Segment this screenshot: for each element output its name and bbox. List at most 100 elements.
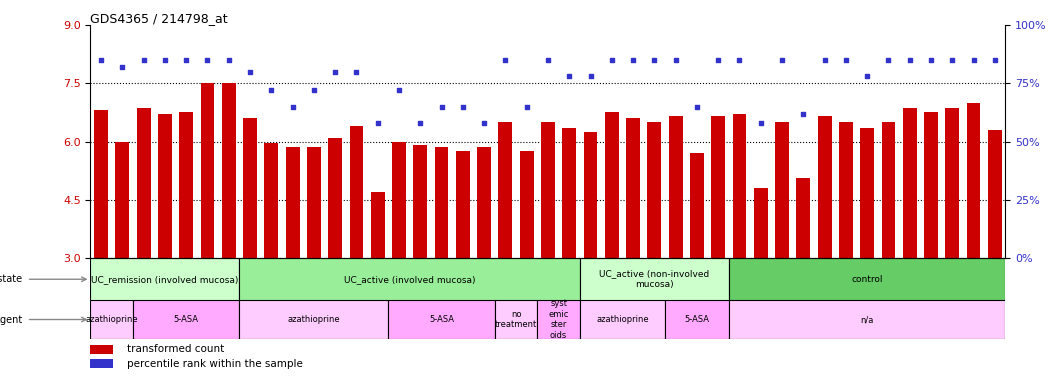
Text: UC_active (involved mucosa): UC_active (involved mucosa) <box>344 275 476 284</box>
Point <box>795 111 812 117</box>
Bar <box>729 300 1005 339</box>
Bar <box>495 300 537 339</box>
Bar <box>580 300 665 339</box>
Bar <box>966 103 980 258</box>
Point <box>199 57 216 63</box>
Bar <box>860 128 874 258</box>
Bar <box>669 116 683 258</box>
Point <box>220 57 237 63</box>
Point <box>667 57 684 63</box>
Bar <box>857 258 878 300</box>
Bar <box>984 258 1005 300</box>
Bar <box>239 258 261 300</box>
Bar <box>159 114 172 258</box>
Bar <box>154 258 176 300</box>
Point <box>305 87 322 93</box>
Bar <box>455 151 469 258</box>
Bar <box>197 258 218 300</box>
Bar <box>116 142 130 258</box>
Point <box>135 57 152 63</box>
Point <box>710 57 727 63</box>
Bar <box>306 147 321 258</box>
Bar <box>239 300 388 339</box>
Point <box>433 103 450 109</box>
Point <box>561 73 578 79</box>
Text: syst
emic
ster
oids: syst emic ster oids <box>548 300 569 339</box>
Point <box>774 57 791 63</box>
Text: azathioprine: azathioprine <box>85 315 138 324</box>
Bar <box>349 126 363 258</box>
Bar <box>477 147 491 258</box>
Bar <box>388 258 410 300</box>
Bar <box>413 146 428 258</box>
Bar <box>243 118 257 258</box>
Bar <box>325 258 346 300</box>
Point <box>837 57 854 63</box>
Point <box>156 57 173 63</box>
Bar <box>261 258 282 300</box>
Point <box>369 120 386 126</box>
Bar <box>835 258 857 300</box>
Point <box>348 68 365 74</box>
Bar <box>644 258 665 300</box>
Point <box>497 57 514 63</box>
Bar <box>90 258 239 300</box>
Point <box>688 103 705 109</box>
Bar <box>580 258 601 300</box>
Text: agent: agent <box>0 314 22 324</box>
Point <box>476 120 493 126</box>
Point <box>242 68 259 74</box>
Bar <box>796 179 810 258</box>
Bar <box>282 258 303 300</box>
Bar <box>218 258 239 300</box>
Bar <box>90 258 112 300</box>
Bar <box>814 258 835 300</box>
Point <box>263 87 280 93</box>
Point <box>518 103 535 109</box>
Bar <box>388 300 495 339</box>
Bar <box>452 258 473 300</box>
Bar <box>817 116 831 258</box>
Point <box>880 57 897 63</box>
Bar <box>945 109 959 258</box>
Bar <box>838 122 852 258</box>
Bar <box>434 147 449 258</box>
Point <box>944 57 961 63</box>
Bar <box>516 258 537 300</box>
Bar <box>367 258 388 300</box>
Bar <box>136 109 151 258</box>
Bar <box>176 258 197 300</box>
Text: azathioprine: azathioprine <box>287 315 340 324</box>
Bar <box>537 300 580 339</box>
Bar <box>775 122 788 258</box>
Point <box>752 120 769 126</box>
Bar <box>963 258 984 300</box>
Bar <box>902 109 916 258</box>
Bar <box>346 258 367 300</box>
Bar <box>601 258 622 300</box>
Bar <box>370 192 384 258</box>
Text: GDS4365 / 214798_at: GDS4365 / 214798_at <box>90 12 228 25</box>
Text: azathioprine: azathioprine <box>596 315 649 324</box>
Bar <box>537 258 559 300</box>
Bar <box>559 258 580 300</box>
Bar <box>580 258 729 300</box>
Point <box>539 57 556 63</box>
Bar <box>626 118 639 258</box>
Point <box>965 57 982 63</box>
Bar <box>221 83 235 258</box>
Bar <box>473 258 495 300</box>
Text: UC_active (non-involved
mucosa): UC_active (non-involved mucosa) <box>599 270 710 289</box>
Bar <box>112 258 133 300</box>
Bar <box>90 344 113 354</box>
Bar <box>920 258 942 300</box>
Bar <box>604 113 619 258</box>
Text: 5-ASA: 5-ASA <box>429 315 454 324</box>
Text: 5-ASA: 5-ASA <box>684 315 710 324</box>
Text: disease state: disease state <box>0 274 22 284</box>
Text: 5-ASA: 5-ASA <box>173 315 199 324</box>
Bar <box>881 122 895 258</box>
Point <box>603 57 620 63</box>
Bar <box>987 130 1001 258</box>
Bar <box>647 122 661 258</box>
